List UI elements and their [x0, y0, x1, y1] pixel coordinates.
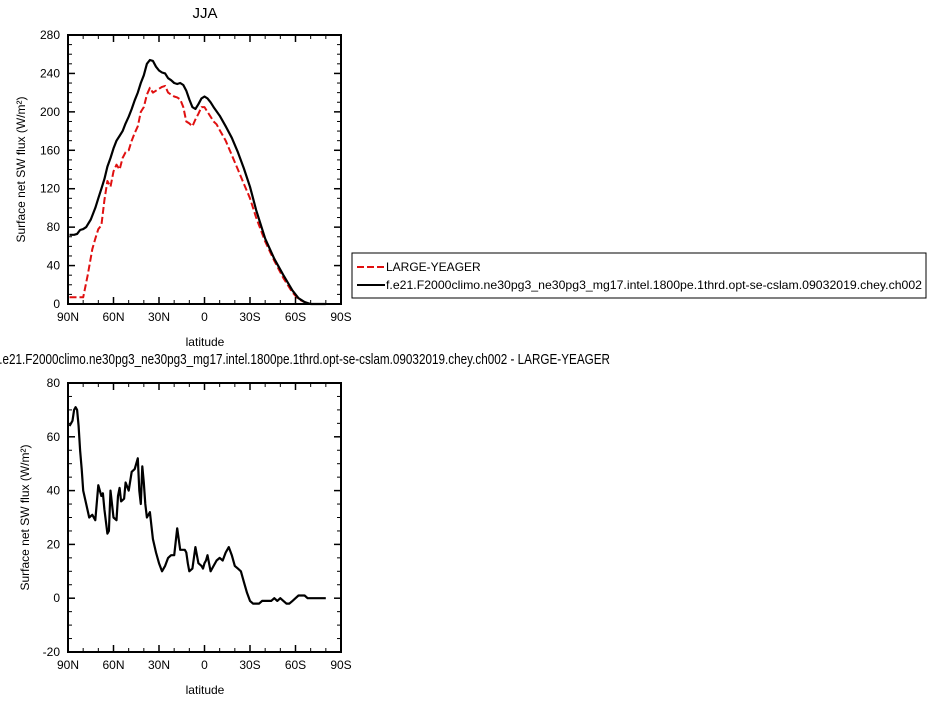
x-tick-label: 60N: [102, 658, 124, 672]
series-line-0-1: [69, 58, 326, 306]
x-tick-label: 90N: [57, 310, 79, 324]
series-line-1-0: [68, 406, 326, 605]
bottom-chart-title: f.e21.F2000climo.ne30pg3_ne30pg3_mg17.in…: [0, 351, 610, 368]
x-tick-label: 0: [201, 310, 208, 324]
y-tick-label: 200: [40, 105, 60, 119]
x-tick-label: 90N: [57, 658, 79, 672]
top-y-axis: 0 40 80 120 160 200 240 280: [40, 28, 341, 311]
top-y-axis-label: Surface net SW flux (W/m²): [14, 96, 28, 242]
y-tick-label: 0: [53, 297, 60, 311]
x-tick-label: 0: [201, 658, 208, 672]
x-tick-label: 30S: [239, 310, 260, 324]
y-tick-label: 120: [40, 182, 60, 196]
y-tick-label: 80: [47, 220, 61, 234]
y-tick-label: -20: [43, 645, 61, 659]
bottom-y-axis-label: Surface net SW flux (W/m²): [18, 444, 32, 590]
top-x-axis-label: latitude: [186, 335, 225, 349]
top-x-axis: 90N 60N 30N 0 30S 60S 90S: [57, 35, 352, 324]
bottom-series-group: [68, 406, 326, 605]
y-tick-label: 20: [47, 537, 61, 551]
y-tick-label: 160: [40, 143, 60, 157]
x-tick-label: 30S: [239, 658, 260, 672]
top-series-group: [69, 58, 326, 306]
legend-box: [351, 252, 927, 299]
bottom-panel: f.e21.F2000climo.ne30pg3_ne30pg3_mg17.in…: [0, 351, 610, 697]
y-tick-label: 0: [53, 591, 60, 605]
x-tick-label: 60S: [285, 658, 306, 672]
bottom-x-axis: 90N 60N 30N 0 30S 60S 90S: [57, 383, 352, 672]
series-line-0-0: [69, 84, 326, 305]
legend-label-large-yeager: LARGE-YEAGER: [386, 260, 481, 274]
y-tick-label: 40: [47, 484, 61, 498]
y-tick-label: 80: [47, 376, 61, 390]
top-panel: JJA 0 40 80 120 160 200 240 280 90N 60N 30N 0 30S 60…: [14, 5, 352, 349]
x-tick-label: 60N: [102, 310, 124, 324]
bottom-y-axis: -20 0 20 40 60 80: [43, 376, 341, 659]
bottom-x-axis-label: latitude: [186, 683, 225, 697]
top-chart-title: JJA: [192, 5, 217, 22]
x-tick-label: 60S: [285, 310, 306, 324]
x-tick-label: 90S: [330, 658, 351, 672]
legend-label-model: f.e21.F2000climo.ne30pg3_ne30pg3_mg17.in…: [386, 278, 922, 292]
y-tick-label: 240: [40, 66, 60, 80]
x-tick-label: 90S: [330, 310, 351, 324]
x-tick-label: 30N: [148, 658, 170, 672]
y-tick-label: 280: [40, 28, 60, 42]
x-tick-label: 30N: [148, 310, 170, 324]
top-plot-frame: [67, 34, 342, 305]
y-tick-label: 60: [47, 430, 61, 444]
y-tick-label: 40: [47, 259, 61, 273]
legend: LARGE-YEAGER f.e21.F2000climo.ne30pg3_ne…: [351, 252, 927, 299]
